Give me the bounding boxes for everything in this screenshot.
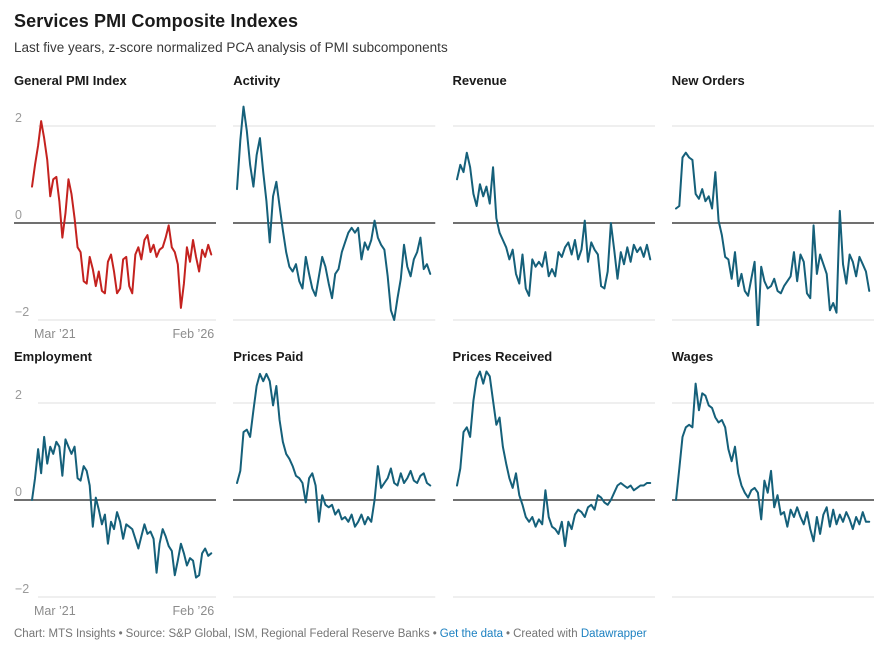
chart-canvas: 2 0 −2 — [14, 111, 217, 321]
y-tick-label: 0 — [15, 208, 22, 222]
chart-subtitle: Last five years, z-score normalized PCA … — [14, 39, 448, 55]
chart-canvas — [233, 105, 436, 322]
x-tick-start: Mar ’21 — [34, 604, 76, 619]
panel-title: Activity — [233, 72, 281, 88]
chart-footer: Chart: MTS Insights • Source: S&P Global, … — [14, 621, 874, 640]
panel-title: Prices Received — [452, 349, 553, 365]
line-chart: 2 0 −2 — [14, 90, 217, 326]
panel-title: Employment — [14, 349, 93, 365]
x-tick-end: Feb ’26 — [172, 327, 215, 342]
x-tick-start: Mar ’21 — [34, 327, 76, 342]
panel-prices-received: Prices Received — [452, 349, 655, 621]
line-chart: 2 0 −2 — [14, 367, 217, 603]
line-chart — [671, 367, 874, 603]
get-the-data-link[interactable]: Get the data — [439, 628, 504, 641]
chart-canvas — [233, 373, 436, 598]
y-tick-label: 0 — [15, 485, 22, 499]
series-line — [455, 370, 651, 548]
series-line — [674, 152, 870, 327]
series-line — [236, 105, 432, 322]
chart-credit: Chart: MTS Insights — [14, 628, 116, 641]
source-credit: Source: S&P Global, ISM, Regional Federa… — [125, 628, 430, 641]
chart-canvas — [671, 382, 874, 598]
series-line — [674, 382, 870, 543]
panel-general-pmi-index: General PMI Index 2 0 −2 Mar ’21 Feb ’26 — [14, 72, 217, 345]
y-tick-label: 2 — [15, 388, 22, 402]
y-tick-label: 2 — [15, 111, 22, 125]
line-chart — [452, 367, 655, 603]
x-axis — [233, 603, 435, 621]
chart-canvas — [452, 370, 655, 598]
line-chart — [233, 367, 436, 603]
panel-new-orders: New Orders — [671, 72, 874, 345]
panel-wages: Wages — [671, 349, 874, 621]
line-chart — [671, 90, 874, 327]
x-axis — [453, 326, 655, 344]
chart-canvas: 2 0 −2 — [14, 388, 217, 598]
x-tick-end: Feb ’26 — [172, 604, 215, 619]
x-axis — [672, 603, 874, 621]
created-with-label: Created with — [513, 628, 578, 641]
panel-title: Wages — [671, 349, 714, 365]
separator: • — [118, 628, 123, 641]
small-multiples-grid: General PMI Index 2 0 −2 Mar ’21 Feb ’26 A… — [14, 73, 874, 622]
x-axis — [453, 603, 655, 621]
datawrapper-link[interactable]: Datawrapper — [580, 628, 647, 641]
panel-revenue: Revenue — [452, 72, 655, 345]
y-tick-label: −2 — [15, 305, 29, 319]
x-axis — [672, 326, 874, 344]
panel-employment: Employment 2 0 −2 Mar ’21 Feb ’26 — [14, 349, 217, 621]
chart-canvas — [452, 125, 655, 321]
separator: • — [432, 628, 437, 641]
x-axis: Mar ’21 Feb ’26 — [14, 603, 216, 621]
panel-title: New Orders — [671, 72, 745, 88]
line-chart — [452, 90, 655, 326]
y-tick-label: −2 — [15, 582, 29, 596]
panel-title: Prices Paid — [233, 349, 304, 365]
separator: • — [506, 628, 511, 641]
series-line — [455, 152, 651, 298]
series-line — [31, 436, 213, 579]
panel-title: General PMI Index — [14, 72, 127, 88]
panel-activity: Activity — [233, 72, 436, 345]
series-line — [31, 120, 213, 310]
x-axis — [233, 326, 435, 344]
panel-title: Revenue — [452, 72, 507, 88]
page-title: Services PMI Composite Indexes — [14, 11, 299, 31]
series-line — [236, 373, 432, 528]
panel-prices-paid: Prices Paid — [233, 349, 436, 621]
line-chart — [233, 90, 436, 326]
x-axis: Mar ’21 Feb ’26 — [14, 326, 216, 344]
chart-canvas — [671, 125, 874, 327]
